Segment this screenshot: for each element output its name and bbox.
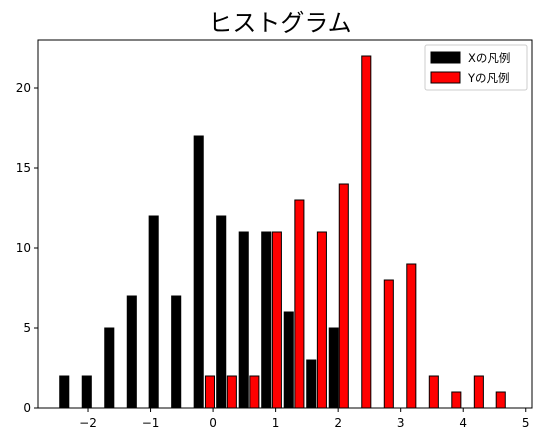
bar-x-6: [193, 135, 204, 409]
x-tick-label: 2: [334, 416, 342, 430]
series-x-bars: [59, 135, 339, 409]
bar-y-5: [316, 231, 327, 409]
bar-y-10: [428, 375, 439, 409]
bar-x-4: [148, 215, 159, 409]
bar-x-3: [126, 295, 137, 409]
bar-y-8: [383, 279, 394, 409]
legend: Xの凡例 Yの凡例: [424, 44, 528, 91]
bar-y-6: [338, 183, 349, 409]
x-tick-label: 0: [209, 416, 217, 430]
x-tick-label: −2: [79, 416, 97, 430]
bar-x-7: [216, 215, 227, 409]
x-tick-label: −1: [142, 416, 160, 430]
legend-swatch-x: [430, 51, 461, 64]
bar-x-1: [81, 375, 92, 409]
plot-frame: [37, 39, 533, 409]
y-tick-label: 20: [16, 81, 31, 95]
legend-label-x: Xの凡例: [468, 51, 510, 65]
bar-x-5: [171, 295, 182, 409]
bar-y-7: [361, 55, 372, 409]
y-axis: 0 5 10 15 20: [16, 81, 38, 415]
bar-y-1: [226, 375, 237, 409]
x-tick-label: 4: [459, 416, 467, 430]
x-axis: −2 −1 0 1 2 3 4 5: [79, 408, 530, 430]
bar-y-2: [249, 375, 260, 409]
bar-y-0: [204, 375, 215, 409]
x-tick-label: 5: [522, 416, 530, 430]
bar-x-12: [328, 327, 339, 409]
legend-label-y: Yの凡例: [467, 71, 510, 85]
bar-y-12: [473, 375, 484, 409]
bar-y-9: [406, 263, 417, 409]
series-y-bars: [204, 55, 506, 409]
bar-x-11: [306, 359, 317, 409]
bar-y-4: [294, 199, 305, 409]
bar-y-11: [451, 391, 462, 409]
bar-y-3: [271, 231, 282, 409]
bar-y-13: [495, 391, 506, 409]
bar-x-0: [59, 375, 70, 409]
y-tick-label: 10: [16, 241, 31, 255]
bar-x-9: [261, 231, 272, 409]
x-tick-label: 1: [272, 416, 280, 430]
x-tick-label: 3: [397, 416, 405, 430]
bar-x-8: [238, 231, 249, 409]
y-tick-label: 0: [23, 401, 31, 415]
bar-x-2: [104, 327, 115, 409]
y-tick-label: 15: [16, 161, 31, 175]
bar-x-10: [283, 311, 294, 409]
chart-title: ヒストグラム: [208, 9, 351, 37]
y-tick-label: 5: [23, 321, 31, 335]
legend-swatch-y: [430, 71, 461, 84]
